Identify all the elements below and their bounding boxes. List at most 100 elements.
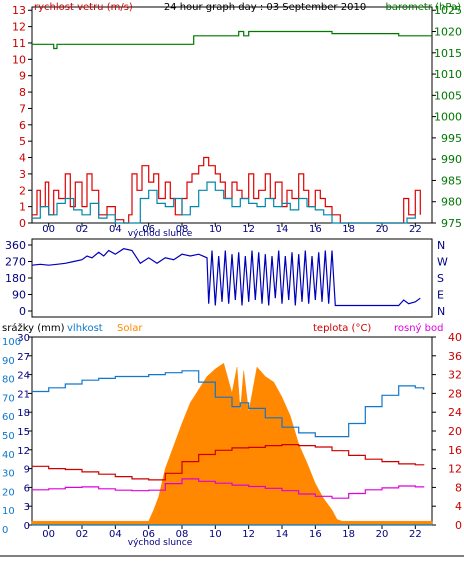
humidity-tick-label: 70 (2, 393, 15, 404)
temperature-tick-label: 28 (448, 387, 462, 400)
temperature-humidity-panel: srážky (mm) vlhkost Solar teplota (°C) r… (2, 322, 462, 548)
panel1-x-tick-label: 02 (76, 224, 89, 235)
direction-tick-label: 270 (5, 256, 26, 269)
panel3-x-tick-label: 20 (376, 529, 389, 540)
panel1-x-tick-label: 08 (176, 224, 189, 235)
panel3-x-tick-label: 12 (242, 529, 255, 540)
rain-tick-label: 18 (17, 408, 30, 419)
barometer-tick-label: 995 (441, 132, 462, 145)
rain-tick-label: 24 (17, 371, 30, 382)
wind-speed-tick-label: 7 (19, 102, 26, 115)
barometer-tick-label: 1005 (434, 89, 462, 102)
rain-tick-label: 15 (17, 427, 30, 438)
compass-tick-label: N (437, 239, 445, 252)
wind-speed-axis-label: rychlost vetru (m/s) (34, 2, 133, 13)
wind-speed-tick-label: 6 (19, 119, 26, 132)
barometer-tick-label: 1015 (434, 47, 462, 60)
rain-tick-label: 30 (17, 333, 30, 344)
series-gust-line (32, 181, 416, 224)
temperature-tick-label: 4 (455, 500, 462, 513)
barometer-tick-label: 990 (441, 153, 462, 166)
panel3-x-tick-label: 18 (342, 529, 355, 540)
direction-degree-ticks: 360 270 180 90 0 (5, 239, 32, 318)
humidity-tick-label: 0 (2, 525, 8, 536)
barometer-tick-label: 980 (441, 196, 462, 209)
temperature-ticks: 0 4 8 12 16 20 24 28 32 36 40 (432, 331, 462, 532)
graph-title: 24 hour graph day : 03 September 2010 (164, 2, 366, 13)
rain-tick-label: 27 (17, 352, 30, 363)
barometer-tick-label: 975 (441, 217, 462, 230)
panel3-x-tick-label: 14 (276, 529, 289, 540)
compass-tick-label: S (437, 272, 444, 285)
temperature-tick-label: 24 (448, 406, 462, 419)
wind-pressure-panel: rychlost vetru (m/s) 24 hour graph day :… (12, 2, 462, 239)
wind-speed-tick-label: 10 (12, 53, 26, 66)
series-barometr-hpa--line (32, 30, 432, 50)
wind-speed-tick-label: 13 (12, 4, 26, 17)
temperature-axis-label: teplota (°C) (313, 323, 371, 334)
temperature-tick-label: 0 (455, 519, 462, 532)
panel3-x-ticks: 00 02 04 06 08 10 12 14 16 18 20 22 (42, 525, 422, 540)
humidity-tick-label: 80 (2, 375, 15, 386)
wind-speed-tick-label: 8 (19, 86, 26, 99)
humidity-tick-label: 40 (2, 450, 15, 461)
rain-tick-label: 3 (24, 502, 30, 513)
panel1-x-tick-label: 18 (342, 224, 355, 235)
rain-tick-label: 0 (24, 521, 30, 532)
temperature-tick-label: 12 (448, 463, 462, 476)
panel1-series (32, 30, 432, 224)
panel3-x-tick-label: 22 (409, 529, 422, 540)
humidity-tick-label: 20 (2, 487, 15, 498)
panel3-x-tick-label: 08 (176, 529, 189, 540)
compass-tick-label: N (437, 305, 445, 318)
temperature-tick-label: 16 (448, 444, 462, 457)
direction-tick-label: 180 (5, 272, 26, 285)
wind-speed-tick-label: 4 (19, 152, 26, 165)
humidity-tick-label: 30 (2, 469, 15, 480)
humidity-axis-label: vlhkost (67, 323, 103, 334)
temperature-tick-label: 32 (448, 369, 462, 382)
wind-speed-tick-label: 3 (19, 168, 26, 181)
barometer-tick-label: 1010 (434, 68, 462, 81)
panel3-x-tick-label: 04 (109, 529, 122, 540)
wind-speed-tick-label: 1 (19, 201, 26, 214)
barometer-tick-label: 1020 (434, 26, 462, 39)
dewpoint-axis-label: rosný bod (394, 322, 443, 334)
series-vlhkost-line (32, 370, 425, 438)
panel1-x-tick-label: 00 (42, 224, 55, 235)
panel3-x-tick-label: 16 (309, 529, 322, 540)
direction-tick-label: 90 (12, 289, 26, 302)
compass-tick-label: W (437, 256, 448, 269)
panel1-x-tick-label: 04 (109, 224, 122, 235)
rain-axis-label: srážky (mm) (2, 322, 65, 334)
wind-speed-tick-label: 2 (19, 184, 26, 197)
barometer-tick-label: 1025 (434, 4, 462, 17)
series-solar-area (31, 362, 433, 526)
panel1-x-tick-label: 10 (209, 224, 222, 235)
rain-tick-label: 12 (17, 446, 30, 457)
temperature-tick-label: 20 (448, 425, 462, 438)
panel1-x-ticks: 00 02 04 06 08 10 12 14 16 18 20 22 (42, 223, 422, 235)
direction-tick-label: 360 (5, 239, 26, 252)
wind-speed-tick-label: 12 (12, 21, 26, 34)
panel1-x-tick-label: 06 (142, 224, 155, 235)
panel3-x-tick-label: 00 (42, 529, 55, 540)
barometer-axis-label: barometr (hPa) (386, 2, 462, 13)
panel3-x-tick-label: 06 (142, 529, 155, 540)
compass-tick-label: E (437, 289, 444, 302)
series-teplota-c--line (32, 444, 425, 481)
temperature-tick-label: 8 (455, 481, 462, 494)
panel3-sunrise-label: východ slunce (128, 538, 193, 548)
panel3-series (31, 362, 433, 526)
rain-tick-label: 6 (24, 483, 30, 494)
panel1-x-tick-label: 20 (376, 224, 389, 235)
barometer-tick-label: 985 (441, 174, 462, 187)
humidity-tick-label: 90 (2, 356, 15, 367)
rain-tick-label: 9 (24, 465, 30, 476)
panel1-sunrise-label: východ slunce (128, 229, 193, 239)
barometer-tick-label: 1000 (434, 111, 462, 124)
